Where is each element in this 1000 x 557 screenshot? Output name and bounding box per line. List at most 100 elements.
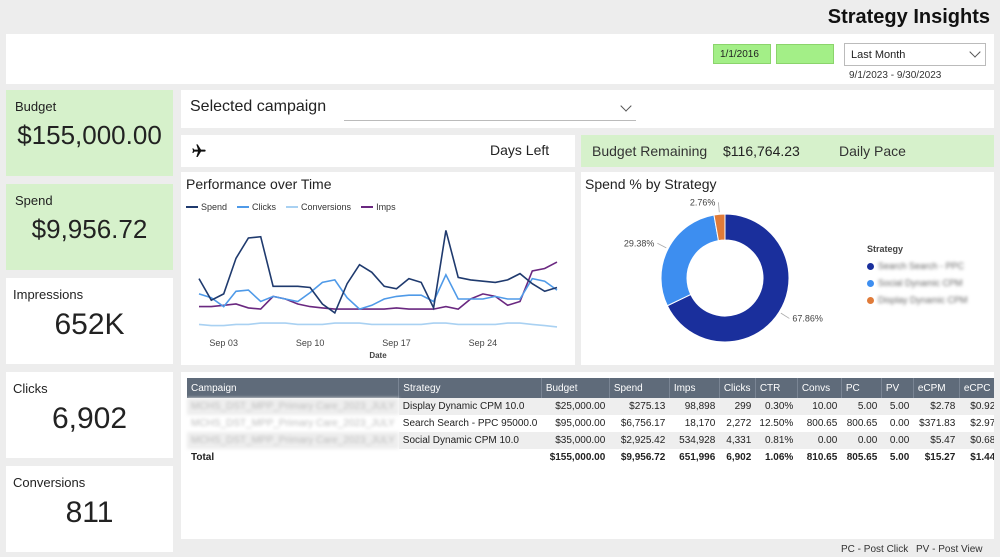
performance-title: Performance over Time	[186, 176, 332, 192]
spend-label: Spend	[15, 193, 53, 208]
table-cell: 5.00	[841, 398, 882, 415]
spend-pct-title: Spend % by Strategy	[585, 176, 717, 192]
table-cell: 5.00	[881, 398, 914, 415]
slice-label: 67.86%	[792, 313, 823, 323]
table-cell: 800.65	[846, 418, 878, 429]
table-cell: 0.30%	[755, 398, 798, 415]
period-dropdown[interactable]: Last Month	[844, 43, 986, 66]
spend-pct-donut-chart[interactable]: 67.86% 29.38% 2.76%	[581, 196, 994, 365]
table-cell: $2.78	[913, 398, 960, 415]
impressions-card: Impressions 652K	[6, 278, 173, 364]
total-cell: 651,996	[679, 452, 716, 463]
legend-item-social: Social Dynamic CPM	[867, 278, 968, 288]
footer-pv-note: PV - Post View	[916, 544, 983, 555]
performance-legend: Spend Clicks Conversions Imps	[186, 202, 396, 212]
table-row[interactable]: MCHS_DST_MPP_Primary Care_2023_JULY Displ…	[187, 398, 994, 415]
campaign-dropdown[interactable]	[344, 98, 636, 121]
impressions-value: 652K	[54, 308, 125, 341]
budget-value: $155,000.00	[17, 120, 162, 150]
donut-slice	[660, 214, 720, 307]
legend-item-search: Search Search - PPC	[867, 261, 968, 271]
table-cell: 0.00	[797, 432, 842, 449]
table-cell: $275.13	[609, 398, 670, 415]
total-cell: Total	[191, 452, 215, 463]
slice-leader-line	[718, 202, 720, 213]
column-header-campaign[interactable]: Campaign	[187, 378, 400, 398]
table-cell: $371.83	[919, 418, 956, 429]
series-clicks-line	[198, 272, 558, 311]
series-conversions-line	[198, 322, 558, 328]
legend-conversions: Conversions	[286, 202, 351, 212]
spend-value: $9,956.72	[31, 214, 148, 244]
x-tick-label: Sep 24	[469, 338, 498, 348]
range-start: 9/1/2023	[849, 70, 888, 81]
filter-bar: 1/1/2016 Last Month 9/1/2023 - 9/30/2023	[6, 34, 994, 84]
table-cell: $35,000.00	[541, 432, 610, 449]
page-title: Strategy Insights	[827, 6, 990, 28]
table-cell: MCHS_DST_MPP_Primary Care_2023_JULY	[187, 432, 399, 449]
impressions-label: Impressions	[13, 287, 84, 302]
table-cell: $2,925.42	[609, 432, 670, 449]
column-header-convs[interactable]: Convs	[797, 378, 842, 398]
table-cell: 10.00	[797, 398, 842, 415]
airplane-icon	[192, 144, 206, 157]
clicks-value: 6,902	[51, 402, 128, 435]
table-cell: 0.81%	[755, 432, 798, 449]
column-header-spend[interactable]: Spend	[609, 378, 670, 398]
column-header-pv[interactable]: PV	[881, 378, 914, 398]
column-header-ctr[interactable]: CTR	[755, 378, 798, 398]
series-imps-line	[199, 261, 558, 310]
column-header-strategy[interactable]: Strategy	[398, 378, 542, 398]
table-cell: 18,170	[684, 418, 716, 429]
total-cell: 1.06%	[764, 452, 794, 463]
range-end: 9/30/2023	[896, 70, 942, 81]
column-header-pc[interactable]: PC	[841, 378, 882, 398]
clicks-card: Clicks 6,902	[6, 372, 173, 458]
end-date-field[interactable]	[776, 44, 834, 64]
slice-label: 2.76%	[690, 197, 716, 207]
x-tick-label: Sep 10	[296, 338, 325, 348]
x-tick-label: Sep 03	[209, 338, 238, 348]
column-header-imps[interactable]: Imps	[669, 378, 720, 398]
table-row[interactable]: MCHS_DST_MPP_Primary Care_2023_JULY Socia…	[187, 432, 994, 449]
table-cell: 98,898	[669, 398, 720, 415]
table-cell: $2.97	[970, 418, 994, 429]
budget-remaining-label: Budget Remaining	[592, 143, 708, 159]
table-cell: Display Dynamic CPM 10.0	[398, 398, 542, 415]
column-header-ecpc[interactable]: eCPC	[959, 378, 994, 398]
x-tick-label: Sep 17	[382, 338, 411, 348]
days-left-card: Days Left	[181, 135, 575, 167]
spend-pct-card: Spend % by Strategy 67.86% 29.38% 2.76% St…	[581, 172, 994, 365]
range-separator: -	[890, 70, 895, 81]
table-cell: $0.68	[959, 432, 994, 449]
slice-leader-line	[780, 312, 790, 319]
column-header-ecpm[interactable]: eCPM	[913, 378, 960, 398]
budget-remaining-card: Budget Remaining $116,764.23 Daily Pace	[581, 135, 994, 167]
total-cell: 805.65	[846, 452, 878, 463]
table-cell: $25,000.00	[541, 398, 610, 415]
table-cell: 299	[719, 398, 756, 415]
table-cell: $6,756.17	[620, 418, 666, 429]
table-cell: 0.00	[841, 432, 882, 449]
table-cell: 4,331	[719, 432, 756, 449]
donut-slice	[713, 213, 726, 242]
start-date-field[interactable]: 1/1/2016	[713, 44, 771, 64]
total-cell: 5.00	[889, 452, 910, 463]
total-cell: $9,956.72	[620, 452, 666, 463]
slice-leader-line	[657, 242, 667, 249]
period-value: Last Month	[851, 49, 906, 61]
series-spend-line	[198, 230, 558, 315]
conversions-value: 811	[65, 496, 114, 529]
budget-label: Budget	[15, 99, 57, 114]
table-row[interactable]: MCHS_DST_MPP_Primary Care_2023_JULY Searc…	[187, 415, 994, 432]
column-header-budget[interactable]: Budget	[541, 378, 610, 398]
table-cell: $5.47	[913, 432, 960, 449]
table-cell: 12.50%	[759, 418, 794, 429]
chevron-down-icon	[620, 100, 632, 112]
total-cell: 6,902	[726, 452, 752, 463]
campaign-label: Selected campaign	[190, 98, 327, 115]
performance-line-chart[interactable]: Sep 03 Sep 10 Sep 17 Sep 24 Date	[181, 212, 575, 365]
total-cell: $155,000.00	[549, 452, 606, 463]
column-header-clicks[interactable]: Clicks	[719, 378, 756, 398]
performance-chart-card: Performance over Time Spend Clicks Conve…	[181, 172, 575, 365]
